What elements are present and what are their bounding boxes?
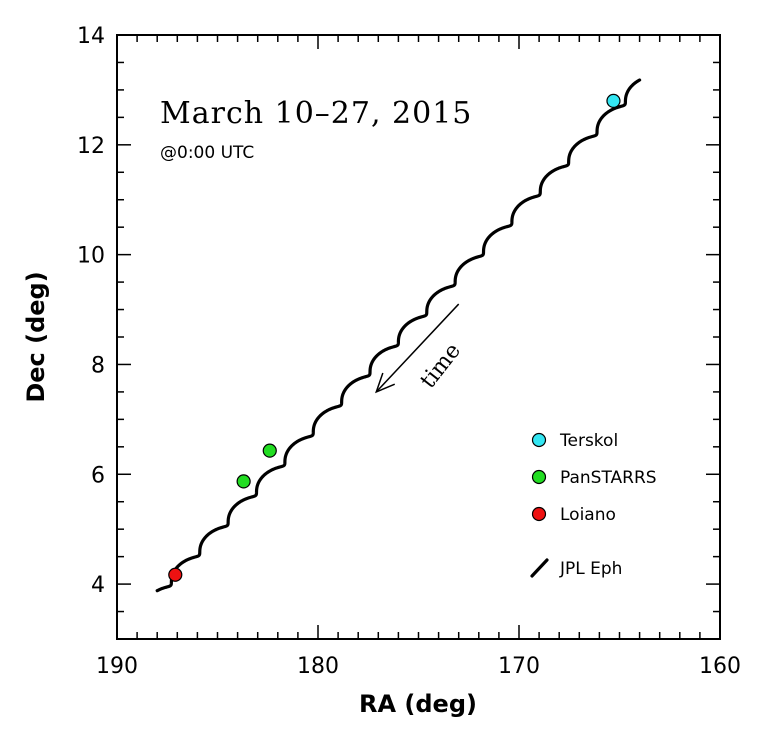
- x-tick-label: 180: [297, 654, 339, 679]
- y-tick-label: 10: [77, 244, 105, 269]
- chart-title: March 10–27, 2015: [160, 96, 472, 131]
- x-tick-label: 190: [96, 654, 138, 679]
- data-point-panstarrs: [262, 443, 277, 458]
- time-label: time: [416, 339, 466, 394]
- chart-subtitle: @0:00 UTC: [160, 143, 254, 163]
- y-tick-label: 4: [91, 573, 105, 598]
- legend-label-terskol: Terskol: [559, 431, 618, 451]
- y-tick-label: 8: [91, 353, 105, 378]
- legend-marker-ephemeris: [530, 558, 549, 578]
- observation-points: [168, 93, 621, 582]
- x-tick-label: 170: [498, 654, 540, 679]
- data-point-terskol: [606, 93, 621, 108]
- axis-tick-labels: 190 180 170 160 4 6 8 10 12 14: [77, 24, 741, 679]
- time-arrow: [375, 303, 460, 393]
- legend-label-loiano: Loiano: [560, 505, 616, 525]
- ephemeris-track-line: [155, 78, 642, 593]
- legend-marker-panstarrs: [531, 469, 547, 485]
- legend-marker-loiano: [531, 506, 547, 522]
- x-axis-title: RA (deg): [359, 690, 477, 718]
- time-arrowhead: [375, 372, 396, 394]
- y-tick-label: 6: [91, 463, 105, 488]
- axis-ticks: [116, 34, 721, 640]
- y-tick-label: 12: [77, 134, 105, 159]
- legend-marker-terskol: [531, 432, 547, 448]
- x-tick-label: 160: [699, 654, 741, 679]
- legend-label-ephemeris: JPL Eph: [559, 559, 622, 579]
- legend: Terskol PanSTARRS Loiano JPL Eph: [530, 431, 657, 579]
- y-tick-label: 14: [77, 24, 105, 49]
- data-point-panstarrs: [236, 474, 251, 489]
- y-axis-title: Dec (deg): [22, 271, 50, 402]
- data-point-loiano: [168, 567, 183, 582]
- legend-label-panstarrs: PanSTARRS: [560, 468, 657, 488]
